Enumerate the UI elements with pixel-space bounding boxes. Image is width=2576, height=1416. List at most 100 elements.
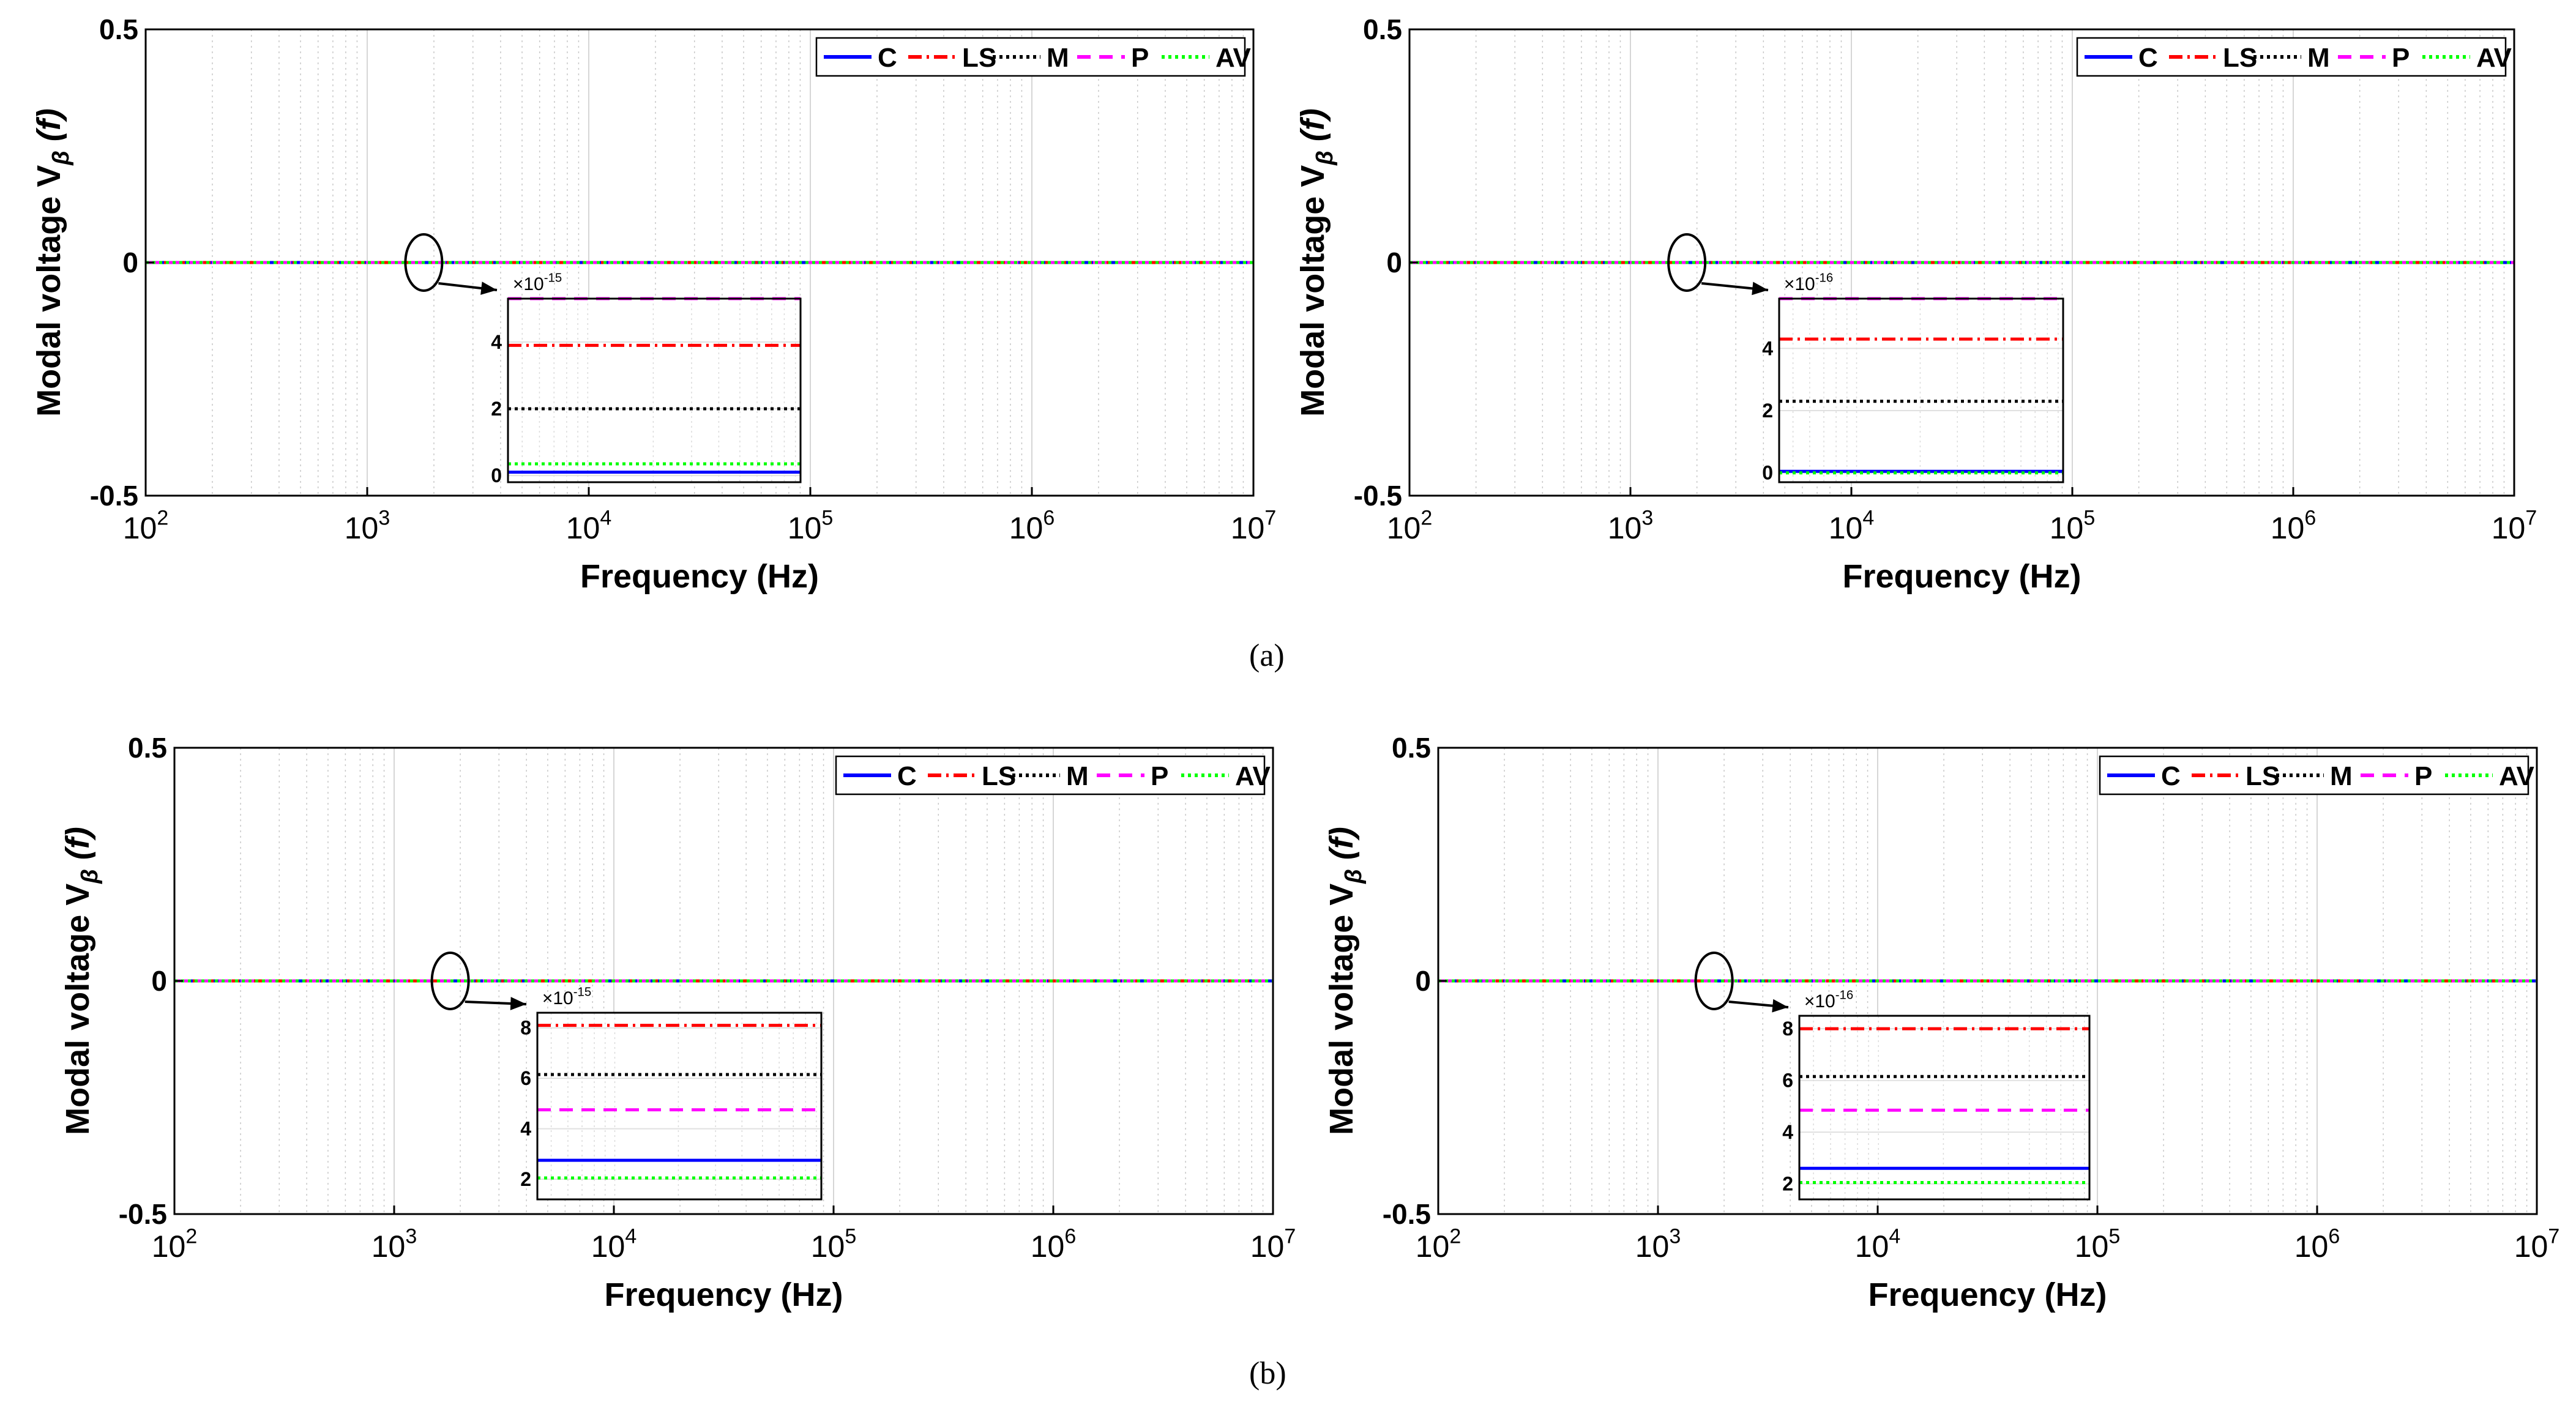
x-tick-label: 104 xyxy=(566,507,612,546)
x-tick-label: 103 xyxy=(1608,507,1654,546)
zoom-arrow-head xyxy=(480,281,497,295)
inset-y-tick-label: 2 xyxy=(520,1168,531,1190)
chart-4: 102 103 104 105 106 107 0.5 0 -0.5 Frequency (Hz)… xyxy=(1323,732,2559,1313)
legend-label-M: M xyxy=(2307,43,2330,73)
y-tick-label: -0.5 xyxy=(1383,1198,1431,1230)
zoom-ellipse xyxy=(1694,952,1734,1010)
x-tick-label: 104 xyxy=(591,1225,637,1264)
inset-y-tick-label: 4 xyxy=(1762,337,1773,359)
legend-label-LS: LS xyxy=(2223,43,2257,73)
inset-area xyxy=(537,1013,821,1199)
zoom-ellipse xyxy=(404,233,444,292)
inset-area xyxy=(508,299,801,482)
x-axis-label: Frequency (Hz) xyxy=(1842,558,2081,595)
inset-y-tick-label: 6 xyxy=(1782,1070,1793,1092)
legend-label-LS: LS xyxy=(962,43,996,73)
legend-label-AV: AV xyxy=(1235,761,1271,791)
inset-box xyxy=(536,1012,823,1201)
x-axis-label: Frequency (Hz) xyxy=(580,558,819,595)
inset-y-tick-label: 2 xyxy=(1762,400,1773,422)
x-tick-label: 106 xyxy=(1009,507,1055,546)
inset-area xyxy=(1779,299,2063,482)
y-axis-label: Modal voltage Vβ (f) xyxy=(1294,108,1338,417)
legend: C LS M P AV xyxy=(815,37,1252,77)
x-tick-label: 104 xyxy=(1829,507,1875,546)
legend-label-P: P xyxy=(1151,761,1168,791)
legend-label-LS: LS xyxy=(982,761,1016,791)
inset-box xyxy=(1778,297,2064,483)
legend-label-P: P xyxy=(2414,761,2432,791)
y-tick-label: -0.5 xyxy=(90,480,138,512)
inset: 2 4 6 8 ×10-15 xyxy=(520,986,823,1201)
y-tick-label: 0 xyxy=(122,247,138,278)
x-tick-label: 103 xyxy=(1635,1225,1681,1264)
legend-label-AV: AV xyxy=(1215,43,1252,73)
x-tick-label: 105 xyxy=(2050,507,2096,546)
legend-label-M: M xyxy=(1066,761,1089,791)
y-axis-label: Modal voltage Vβ (f) xyxy=(59,827,103,1135)
inset-exponent-label: ×10-16 xyxy=(1784,272,1833,295)
x-axis-label: Frequency (Hz) xyxy=(1868,1276,2107,1313)
legend-label-M: M xyxy=(2330,761,2353,791)
inset-area xyxy=(1799,1016,2089,1199)
x-tick-label: 102 xyxy=(152,1225,198,1264)
y-tick-label: 0.5 xyxy=(99,13,138,45)
inset-y-tick-label: 6 xyxy=(520,1067,531,1089)
inset-exponent-label: ×10-15 xyxy=(513,272,562,295)
inset-y-tick-label: 8 xyxy=(1782,1018,1793,1040)
legend-label-AV: AV xyxy=(2476,43,2512,73)
x-tick-label: 107 xyxy=(1231,507,1277,546)
legend-label-C: C xyxy=(878,43,897,73)
x-tick-label: 106 xyxy=(1031,1225,1077,1264)
y-tick-label: 0.5 xyxy=(128,732,167,764)
x-tick-label: 107 xyxy=(2514,1225,2560,1264)
legend: C LS M P AV xyxy=(2099,755,2535,796)
x-tick-label: 102 xyxy=(123,507,169,546)
x-tick-label: 104 xyxy=(1855,1225,1901,1264)
y-axis-label: Modal voltage Vβ (f) xyxy=(31,108,74,417)
legend-box xyxy=(2099,755,2529,796)
inset-y-tick-label: 0 xyxy=(491,464,502,486)
y-tick-label: -0.5 xyxy=(1354,480,1402,512)
legend: C LS M P AV xyxy=(835,755,1271,796)
y-tick-label: 0 xyxy=(151,965,167,997)
legend-label-C: C xyxy=(2138,43,2158,73)
inset-y-tick-label: 8 xyxy=(520,1017,531,1039)
legend-label-C: C xyxy=(897,761,917,791)
y-tick-label: -0.5 xyxy=(119,1198,167,1230)
x-tick-label: 105 xyxy=(788,507,834,546)
inset: 2 4 6 8 ×10-16 xyxy=(1782,989,2091,1201)
legend-label-P: P xyxy=(1131,43,1149,73)
inset-y-tick-label: 4 xyxy=(1782,1121,1793,1143)
x-axis-label: Frequency (Hz) xyxy=(604,1276,843,1313)
y-axis-label: Modal voltage Vβ (f) xyxy=(1323,827,1367,1135)
inset-exponent-label: ×10-15 xyxy=(542,986,591,1009)
inset-exponent-label: ×10-16 xyxy=(1804,989,1853,1012)
zoom-ellipse xyxy=(1667,233,1707,292)
legend-label-C: C xyxy=(2161,761,2181,791)
y-tick-label: 0.5 xyxy=(1392,732,1431,764)
inset-y-tick-label: 4 xyxy=(491,331,502,353)
legend-label-LS: LS xyxy=(2246,761,2280,791)
zoom-arrow-head xyxy=(1752,281,1768,296)
x-tick-label: 102 xyxy=(1387,507,1433,546)
x-tick-label: 103 xyxy=(371,1225,417,1264)
zoom-ellipse xyxy=(430,952,470,1010)
panel-label-b: (b) xyxy=(1249,1356,1286,1391)
x-tick-label: 106 xyxy=(2294,1225,2340,1264)
y-tick-label: 0.5 xyxy=(1363,13,1402,45)
x-tick-label: 106 xyxy=(2271,507,2317,546)
y-tick-label: 0 xyxy=(1386,247,1402,278)
chart-3: 102 103 104 105 106 107 0.5 0 -0.5 Frequency (Hz)… xyxy=(59,732,1296,1313)
legend-box xyxy=(835,755,1266,796)
inset-y-tick-label: 0 xyxy=(1762,462,1773,484)
inset-box xyxy=(1798,1015,2091,1201)
y-tick-label: 0 xyxy=(1415,965,1431,997)
chart-1: 102 103 104 105 106 107 0.5 0 -0.5 Frequency (Hz)… xyxy=(31,13,1276,595)
legend: C LS M P AV xyxy=(2076,37,2512,77)
x-tick-label: 103 xyxy=(345,507,390,546)
zoom-arrow-head xyxy=(510,997,526,1010)
inset-box xyxy=(507,297,802,483)
inset-y-tick-label: 2 xyxy=(1782,1173,1793,1195)
